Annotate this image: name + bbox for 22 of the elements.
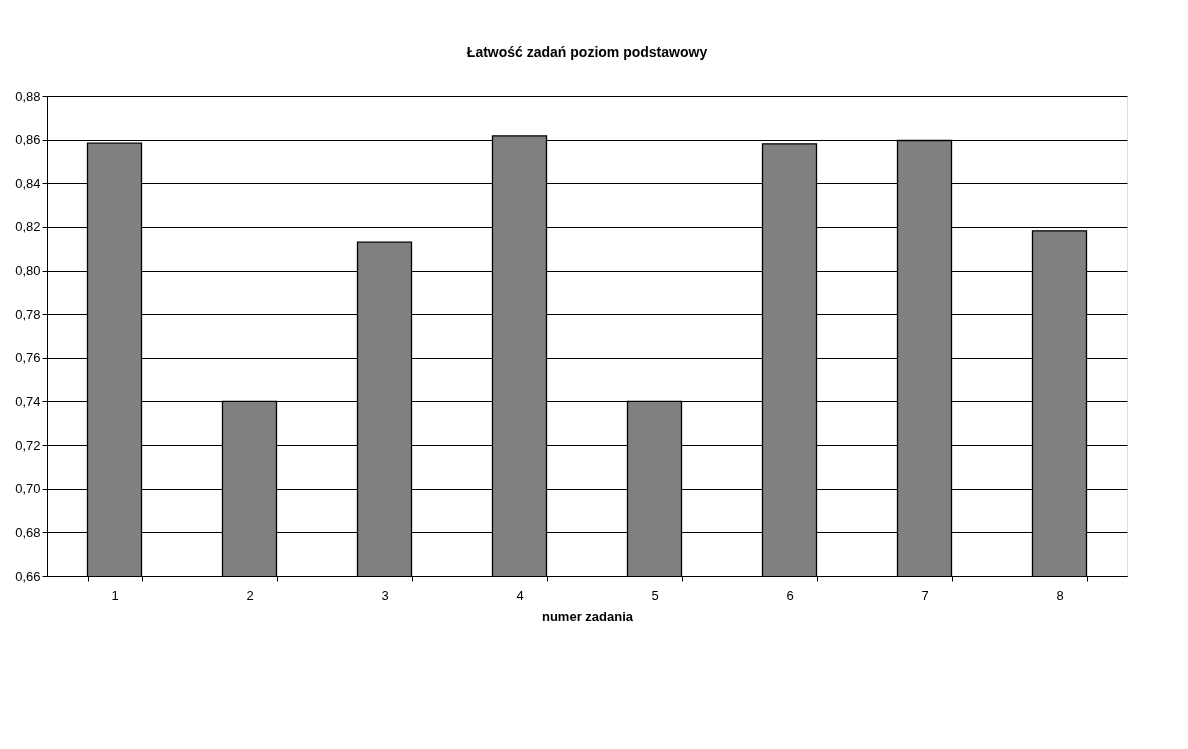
x-tick-label: 1 [111,587,119,603]
y-tick-label: 0,84 [15,175,41,191]
y-tick-label: 0,70 [15,481,41,497]
y-tick-label: 0,78 [15,306,41,322]
x-tick-label: 4 [516,587,524,603]
chart-title: Łatwość zadań poziom podstawowy [466,44,708,60]
x-tick-label: 3 [381,587,389,603]
y-tick-label: 0,80 [15,263,41,279]
y-tick-label: 0,86 [15,132,41,148]
x-axis-title: numer zadania [541,608,634,624]
y-tick-label: 0,68 [15,524,41,540]
x-tick-label: 8 [1056,587,1064,603]
y-tick-label: 0,88 [15,88,41,104]
x-tick-label: 5 [651,587,659,603]
x-tick-label: 6 [786,587,794,603]
y-tick-label: 0,82 [15,219,41,235]
y-tick-label: 0,76 [15,350,41,366]
y-tick-label: 0,74 [15,393,41,409]
x-tick-label: 2 [246,587,254,603]
x-tick-label: 7 [921,587,929,603]
y-tick-label: 0,66 [15,568,41,584]
y-tick-label: 0,72 [15,437,41,453]
